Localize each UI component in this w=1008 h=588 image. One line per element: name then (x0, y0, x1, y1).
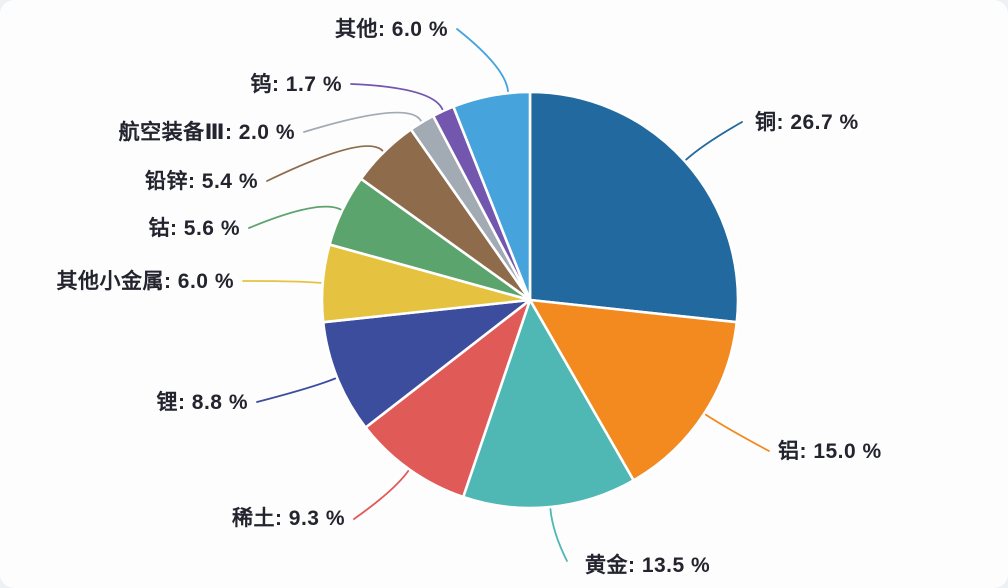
leader-line-other (456, 28, 509, 93)
slice-label-lead-zinc: 铅锌: 5.4 % (144, 170, 258, 193)
slice-label-gold: 黄金: 13.5 % (585, 554, 711, 577)
leader-line-aviation-equipment-iii (303, 111, 422, 133)
leader-line-gold (549, 508, 568, 562)
slice-label-aluminum: 铝: 15.0 % (778, 440, 882, 463)
leader-line-aluminum (705, 413, 770, 452)
leader-line-lithium (256, 377, 337, 403)
pie-slice-rare-earth (364, 298, 532, 499)
pie-slice-aluminum (528, 298, 739, 482)
pie-slice-gold (461, 298, 635, 510)
pie-slice-copper (528, 90, 740, 324)
slice-label-aviation-equipment-iii: 航空装备Ⅲ: 2.0 % (118, 121, 295, 144)
pie-slice-lithium (321, 298, 532, 429)
leader-line-copper (685, 121, 743, 161)
slice-label-copper: 铜: 26.7 % (755, 111, 859, 134)
leader-line-cobalt (248, 205, 342, 229)
slice-label-tungsten: 钨: 1.7 % (250, 73, 342, 96)
slice-label-other: 其他: 6.0 % (334, 18, 448, 41)
slice-label-cobalt: 钴: 5.6 % (148, 217, 240, 240)
leader-line-tungsten (350, 83, 444, 111)
leader-line-other-minor-metals (242, 280, 322, 284)
slice-label-lithium: 锂: 8.8 % (156, 391, 248, 414)
leader-line-rare-earth (353, 470, 410, 520)
slice-label-rare-earth: 稀土: 9.3 % (231, 507, 345, 530)
leader-line-lead-zinc (266, 145, 384, 182)
pie-slice-other (452, 90, 532, 302)
slice-label-other-minor-metals: 其他小金属: 6.0 % (56, 270, 234, 293)
